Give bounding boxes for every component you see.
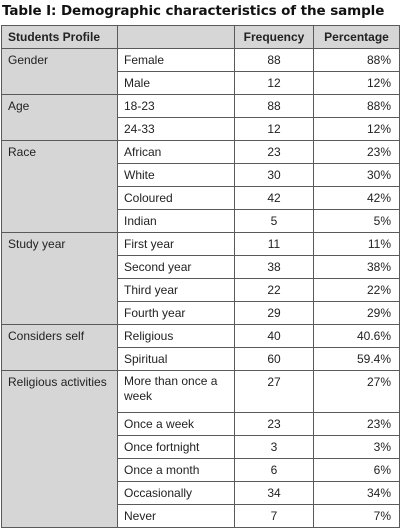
percentage-cell: 11% [313,232,400,256]
table-row: Race African 23 23% [1,140,400,233]
percentage-cell: 59.4% [313,347,400,371]
table-row: Occasionally 34 34% [2,481,400,505]
table-row: Gender Female 88 88% [1,48,400,95]
frequency-cell: 34 [234,481,314,505]
category-cell: Second year [117,255,235,279]
frequency-cell: 7 [234,504,314,528]
group-label: Study year [1,232,118,325]
frequency-cell: 40 [234,324,314,348]
category-cell: African [117,140,235,164]
frequency-cell: 60 [234,347,314,371]
percentage-cell: 5% [313,209,400,233]
frequency-cell: 88 [234,94,314,118]
frequency-cell: 5 [234,209,314,233]
frequency-cell: 22 [234,278,314,302]
category-cell: 24-33 [117,117,235,141]
table-row: Coloured 42 42% [2,186,400,210]
frequency-cell: 12 [234,71,314,95]
demographics-table: Students Profile Frequency Percentage Ge… [1,25,400,528]
percentage-cell: 27% [313,370,400,413]
frequency-cell: 6 [234,458,314,482]
category-cell: Occasionally [117,481,235,505]
percentage-cell: 23% [313,412,400,436]
category-cell: Once a week [117,412,235,436]
group-label: Gender [1,48,118,95]
percentage-cell: 42% [313,186,400,210]
table-row: Study year First year 11 11% [1,232,400,325]
frequency-cell: 3 [234,435,314,459]
frequency-cell: 27 [234,370,314,413]
table-row: Male 12 12% [2,71,400,95]
frequency-cell: 29 [234,301,314,325]
frequency-cell: 88 [234,48,314,72]
table-row: White 30 30% [2,163,400,187]
table-row: Age 18-23 88 88% [1,94,400,141]
percentage-cell: 3% [313,435,400,459]
category-cell: Religious [117,324,235,348]
table-body: Gender Female 88 88% Male 12 12% Age 18-23 88 88% 2… [1,48,400,528]
table-row: Never 7 7% [2,504,400,528]
category-cell: Once a month [117,458,235,482]
category-cell: Female [117,48,235,72]
category-cell: Indian [117,209,235,233]
category-cell: More than once a week [117,370,235,413]
category-cell: Fourth year [117,301,235,325]
percentage-cell: 23% [313,140,400,164]
table-title: Table I: Demographic characteristics of … [2,3,385,19]
percentage-cell: 88% [313,94,400,118]
frequency-cell: 38 [234,255,314,279]
table-row: Religious activities More than once a wee… [1,370,400,528]
header-category [117,25,235,49]
group-label: Age [1,94,118,141]
category-cell: Never [117,504,235,528]
category-cell: White [117,163,235,187]
group-label: Considers self [1,324,118,371]
percentage-cell: 6% [313,458,400,482]
percentage-cell: 40.6% [313,324,400,348]
group-label: Race [1,140,118,233]
frequency-cell: 11 [234,232,314,256]
frequency-cell: 42 [234,186,314,210]
category-cell: Spiritual [117,347,235,371]
table-row: Once fortnight 3 3% [2,435,400,459]
frequency-cell: 23 [234,412,314,436]
header-students-profile: Students Profile [1,25,118,49]
header-percentage: Percentage [313,25,400,49]
frequency-cell: 30 [234,163,314,187]
percentage-cell: 38% [313,255,400,279]
table-row: 24-33 12 12% [2,117,400,141]
table-row: Second year 38 38% [2,255,400,279]
table-row: Considers self Religious 40 40.6% [1,324,400,371]
category-cell: 18-23 [117,94,235,118]
percentage-cell: 12% [313,117,400,141]
header-frequency: Frequency [234,25,314,49]
table-row: Once a month 6 6% [2,458,400,482]
frequency-cell: 12 [234,117,314,141]
frequency-cell: 23 [234,140,314,164]
percentage-cell: 34% [313,481,400,505]
group-label: Religious activities [1,370,118,528]
percentage-cell: 88% [313,48,400,72]
category-cell: Male [117,71,235,95]
percentage-cell: 12% [313,71,400,95]
category-cell: Third year [117,278,235,302]
percentage-cell: 29% [313,301,400,325]
category-cell: First year [117,232,235,256]
percentage-cell: 30% [313,163,400,187]
category-cell: Coloured [117,186,235,210]
table-row: Fourth year 29 29% [2,301,400,325]
percentage-cell: 7% [313,504,400,528]
header-row: Students Profile Frequency Percentage [1,25,400,49]
category-cell: Once fortnight [117,435,235,459]
percentage-cell: 22% [313,278,400,302]
